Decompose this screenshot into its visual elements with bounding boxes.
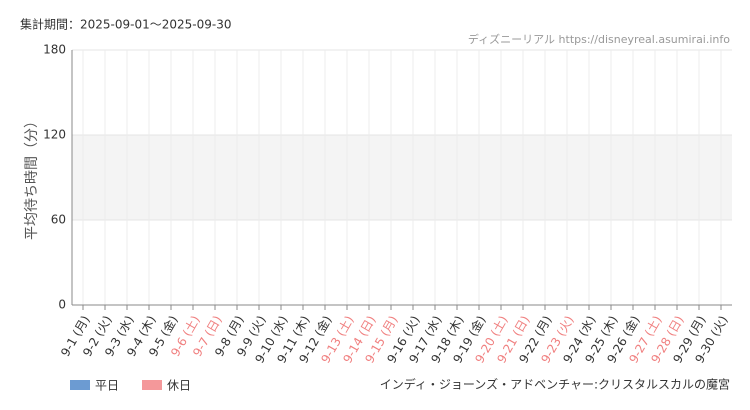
y-axis-label: 平均待ち時間（分）	[24, 114, 40, 240]
y-tick-label: 180	[43, 43, 66, 57]
chart-title: 集計期間：2025-09-01～2025-09-30	[20, 17, 231, 32]
source: ディズニーリアル https://disneyreal.asumirai.inf…	[468, 32, 730, 46]
y-tick-label: 0	[58, 298, 66, 312]
legend-swatch	[142, 380, 162, 390]
attraction-name: インディ・ジョーンズ・アドベンチャー:クリスタルスカルの魔宮	[380, 377, 730, 392]
legend-label: 休日	[167, 379, 191, 393]
y-tick-label: 60	[51, 213, 66, 227]
legend-swatch	[70, 380, 90, 390]
legend-label: 平日	[95, 379, 119, 393]
shaded-band	[72, 135, 732, 220]
y-tick-label: 120	[43, 128, 66, 142]
